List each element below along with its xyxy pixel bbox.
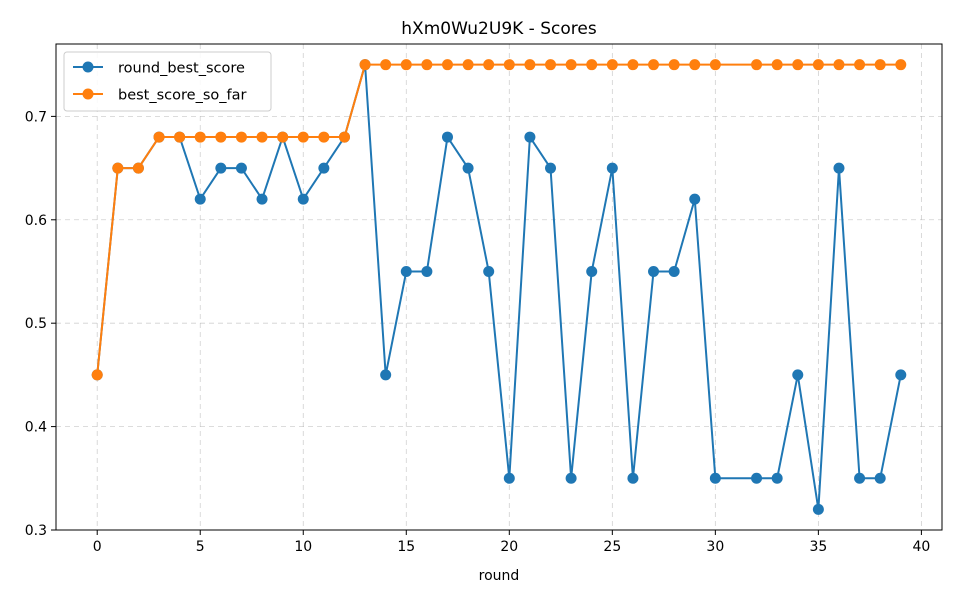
data-point <box>174 131 186 143</box>
data-point <box>668 265 680 277</box>
data-point <box>277 131 289 143</box>
data-point <box>318 131 330 143</box>
legend-label-best-score-so-far: best_score_so_far <box>118 88 246 104</box>
data-point <box>524 59 536 71</box>
data-point <box>586 265 598 277</box>
x-tick-label: 30 <box>706 539 724 555</box>
data-point <box>297 131 309 143</box>
data-point <box>648 59 660 71</box>
data-point <box>627 472 639 484</box>
chart-title: hXm0Wu2U9K - Scores <box>401 19 597 39</box>
data-point <box>91 369 103 381</box>
y-tick-label: 0.3 <box>25 523 47 539</box>
data-point <box>565 59 577 71</box>
data-point <box>503 472 515 484</box>
data-point <box>462 59 474 71</box>
y-tick-label: 0.5 <box>25 316 47 332</box>
data-point <box>709 472 721 484</box>
x-tick-label: 40 <box>912 539 930 555</box>
data-point <box>421 59 433 71</box>
data-point <box>400 265 412 277</box>
data-point <box>441 131 453 143</box>
data-point <box>606 59 618 71</box>
data-point <box>380 59 392 71</box>
legend-marker-best-score-so-far <box>82 88 94 100</box>
data-point <box>833 59 845 71</box>
data-point <box>194 193 206 205</box>
x-axis-label: round <box>479 568 520 584</box>
data-point <box>132 162 144 174</box>
data-point <box>895 369 907 381</box>
x-tick-label: 10 <box>294 539 312 555</box>
data-point <box>874 59 886 71</box>
data-point <box>751 472 763 484</box>
series-layer <box>91 59 907 515</box>
data-point <box>503 59 515 71</box>
x-tick-label: 20 <box>500 539 518 555</box>
data-point <box>854 59 866 71</box>
series-best-score-so-far <box>91 59 907 381</box>
data-point <box>441 59 453 71</box>
data-point <box>709 59 721 71</box>
data-point <box>421 265 433 277</box>
data-point <box>792 369 804 381</box>
data-point <box>689 59 701 71</box>
data-point <box>771 59 783 71</box>
data-point <box>215 162 227 174</box>
data-point <box>338 131 350 143</box>
data-point <box>483 59 495 71</box>
legend-marker-round-best-score <box>82 61 94 73</box>
data-point <box>524 131 536 143</box>
x-tick-label: 35 <box>809 539 827 555</box>
data-point <box>565 472 577 484</box>
data-point <box>112 162 124 174</box>
data-point <box>833 162 845 174</box>
data-point <box>215 131 227 143</box>
data-point <box>792 59 804 71</box>
data-point <box>545 59 557 71</box>
data-point <box>771 472 783 484</box>
legend: round_best_score best_score_so_far <box>63 51 272 112</box>
y-tick-label: 0.6 <box>25 213 47 229</box>
y-tick-label: 0.4 <box>25 420 47 436</box>
data-point <box>400 59 412 71</box>
x-tick-label: 15 <box>397 539 415 555</box>
data-point <box>235 162 247 174</box>
x-axis: 0 5 10 15 20 25 30 35 40 <box>93 530 930 555</box>
legend-box <box>63 51 272 112</box>
data-point <box>812 503 824 515</box>
data-point <box>854 472 866 484</box>
data-point <box>235 131 247 143</box>
x-tick-label: 5 <box>196 539 205 555</box>
data-point <box>297 193 309 205</box>
data-point <box>318 162 330 174</box>
data-point <box>648 265 660 277</box>
data-point <box>689 193 701 205</box>
data-point <box>751 59 763 71</box>
x-tick-label: 25 <box>603 539 621 555</box>
y-axis: 0.3 0.4 0.5 0.6 0.7 <box>25 109 56 539</box>
data-point <box>153 131 165 143</box>
data-point <box>586 59 598 71</box>
data-point <box>380 369 392 381</box>
data-point <box>627 59 639 71</box>
data-point <box>256 131 268 143</box>
data-point <box>812 59 824 71</box>
x-tick-label: 0 <box>93 539 102 555</box>
plot-frame <box>55 43 943 531</box>
data-point <box>194 131 206 143</box>
data-point <box>606 162 618 174</box>
data-point <box>545 162 557 174</box>
data-point <box>874 472 886 484</box>
data-point <box>668 59 680 71</box>
y-tick-label: 0.7 <box>25 109 47 125</box>
data-point <box>483 265 495 277</box>
data-point <box>359 59 371 71</box>
legend-label-round-best-score: round_best_score <box>118 61 245 77</box>
data-point <box>256 193 268 205</box>
data-point <box>895 59 907 71</box>
data-point <box>462 162 474 174</box>
